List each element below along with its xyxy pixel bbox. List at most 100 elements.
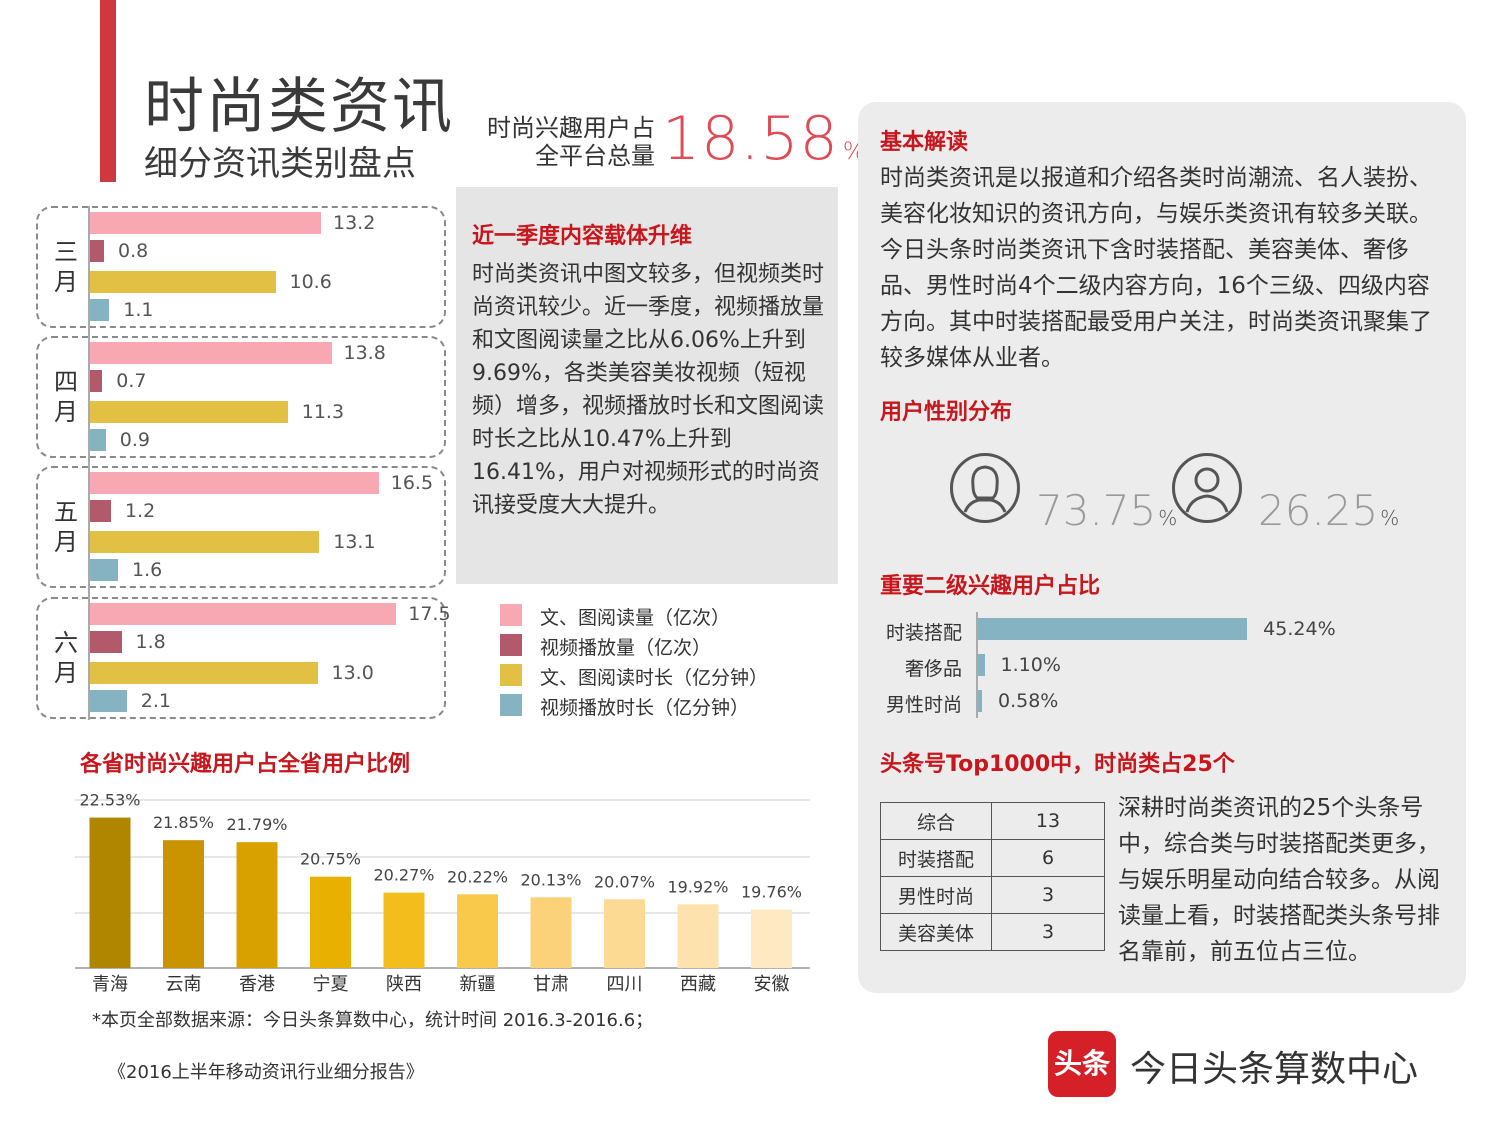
province-bar-value: 20.22% — [447, 867, 508, 886]
month-group-box — [36, 597, 446, 719]
province-bar-value: 21.85% — [153, 813, 214, 832]
headline-stat-number: 18.58 — [662, 104, 839, 174]
month-bar — [90, 472, 379, 494]
male-user-icon — [1172, 453, 1242, 523]
month-bar-value: 13.0 — [331, 662, 374, 684]
table-cell-category: 美容美体 — [880, 913, 992, 951]
top1000-table: 综合 13 时装搭配 6 男性时尚 3 美容美体 3 — [880, 802, 1105, 951]
top1000-body: 深耕时尚类资讯的25个头条号中，综合类与时装搭配类更多，与娱乐明星动向结合较多。… — [1118, 795, 1440, 965]
table-cell-category: 时装搭配 — [880, 839, 992, 877]
stat-label-line1: 时尚兴趣用户占 — [487, 114, 655, 142]
province-bar — [383, 892, 425, 968]
table-cell-category: 男性时尚 — [880, 876, 992, 914]
female-percentage: 73.75% — [1036, 486, 1177, 535]
month-bar-value: 0.8 — [118, 240, 149, 262]
month-bar-value: 10.6 — [289, 271, 332, 293]
interest-title: 重要二级兴趣用户占比 — [880, 574, 1101, 599]
month-bar — [90, 370, 103, 392]
interest-category-label: 时装搭配 — [885, 622, 962, 644]
month-bar — [90, 559, 118, 581]
month-label: 五月 — [54, 498, 78, 556]
month-chart-axis — [88, 206, 90, 720]
province-tick-label: 新疆 — [460, 974, 496, 995]
male-percentage: 26.25% — [1258, 486, 1399, 535]
province-bar-value: 20.13% — [520, 870, 581, 889]
month-bar-value: 1.6 — [132, 559, 163, 581]
interest-bar-value: 0.58% — [998, 690, 1059, 712]
male-value: 26.25 — [1258, 486, 1379, 535]
month-bar — [90, 299, 110, 321]
legend-label: 视频播放时长（亿分钟） — [540, 697, 750, 719]
table-cell-count: 3 — [991, 876, 1105, 914]
content-section-body: 时尚类资讯中图文较多，但视频类时尚资讯较少。近一季度，视频播放量和文图阅读量之比… — [472, 262, 825, 518]
interest-category-label: 奢侈品 — [904, 658, 962, 680]
province-bar-chart: 22.53% 青海 21.85% 云南 21.79% 香港 20.75% 宁夏 20.27% 陕西… — [75, 791, 810, 995]
province-bar — [310, 876, 351, 968]
month-bar-value: 11.3 — [301, 401, 345, 423]
month-bar-value: 17.5 — [408, 603, 451, 625]
month-bar-value: 16.5 — [390, 472, 434, 494]
month-bar — [90, 603, 397, 625]
table-cell-count: 6 — [991, 839, 1105, 877]
headline-stat-value: 18.58% — [662, 104, 867, 174]
province-bar — [236, 842, 278, 968]
province-bar-value: 22.53% — [79, 791, 140, 810]
province-bar-value: 21.79% — [226, 815, 287, 834]
legend-swatch — [500, 634, 522, 656]
province-bar-value: 20.07% — [594, 872, 655, 891]
legend-label: 文、图阅读量（亿次） — [540, 607, 731, 629]
table-cell-count: 13 — [991, 802, 1105, 840]
month-bar-value: 1.2 — [125, 500, 156, 522]
month-bar — [90, 401, 288, 423]
table-cell-category: 综合 — [880, 802, 992, 840]
province-tick-label: 安徽 — [754, 974, 790, 995]
interest-bar-value: 1.10% — [1000, 654, 1061, 676]
legend-label: 文、图阅读时长（亿分钟） — [540, 667, 769, 689]
table-row: 美容美体 3 — [880, 913, 1105, 951]
month-bar — [90, 212, 321, 234]
basic-title: 基本解读 — [880, 130, 969, 155]
toutiao-logo-icon: 头条 — [1048, 1031, 1116, 1097]
accent-bar — [100, 0, 116, 182]
month-bar-value: 1.1 — [123, 299, 154, 321]
month-bar — [90, 662, 318, 684]
stat-label-line2: 全平台总量 — [535, 142, 655, 170]
province-tick-label: 云南 — [166, 974, 202, 995]
month-group-box — [36, 206, 446, 328]
interest-bar — [978, 690, 982, 712]
female-user-icon — [950, 453, 1020, 523]
month-bar — [90, 342, 332, 364]
page-subtitle: 细分资讯类别盘点 — [144, 144, 416, 184]
province-tick-label: 西藏 — [680, 974, 716, 995]
legend-swatch — [500, 694, 522, 716]
top1000-title: 头条号Top1000中，时尚类占25个 — [880, 752, 1235, 777]
legend-swatch — [500, 604, 522, 626]
interest-bar — [978, 618, 1248, 640]
province-bar-value: 19.92% — [667, 877, 728, 896]
month-bar — [90, 690, 127, 712]
province-bar — [604, 899, 645, 968]
source-note: *本页全部数据来源：今日头条算数中心，统计时间 2016.3-2016.6； — [92, 1010, 654, 1031]
month-bar-value: 13.8 — [343, 342, 386, 364]
page-title: 时尚类资讯 — [144, 72, 454, 142]
interest-category-label: 男性时尚 — [885, 694, 962, 716]
month-label: 四月 — [54, 368, 78, 426]
province-bar — [89, 817, 131, 968]
content-summary-box — [456, 187, 838, 584]
month-bar — [90, 531, 320, 553]
content-section-title: 近一季度内容载体升维 — [472, 224, 693, 249]
province-tick-label: 青海 — [92, 974, 128, 995]
month-bar-value: 0.7 — [116, 370, 147, 392]
report-name: 《2016上半年移动资讯行业细分报告》 — [108, 1062, 424, 1083]
province-tick-label: 香港 — [239, 974, 275, 995]
month-bar — [90, 631, 122, 653]
basic-body: 时尚类资讯是以报道和介绍各类时尚潮流、名人装扮、美容化妆知识的资讯方向，与娱乐类… — [880, 165, 1432, 371]
table-row: 综合 13 — [880, 802, 1105, 840]
female-value: 73.75 — [1036, 486, 1157, 535]
table-row: 时装搭配 6 — [880, 839, 1105, 877]
gender-title: 用户性别分布 — [880, 400, 1013, 425]
male-unit: % — [1380, 506, 1400, 530]
month-bar — [90, 429, 106, 451]
month-bar-value: 0.9 — [119, 429, 150, 451]
interest-axis — [976, 612, 978, 718]
